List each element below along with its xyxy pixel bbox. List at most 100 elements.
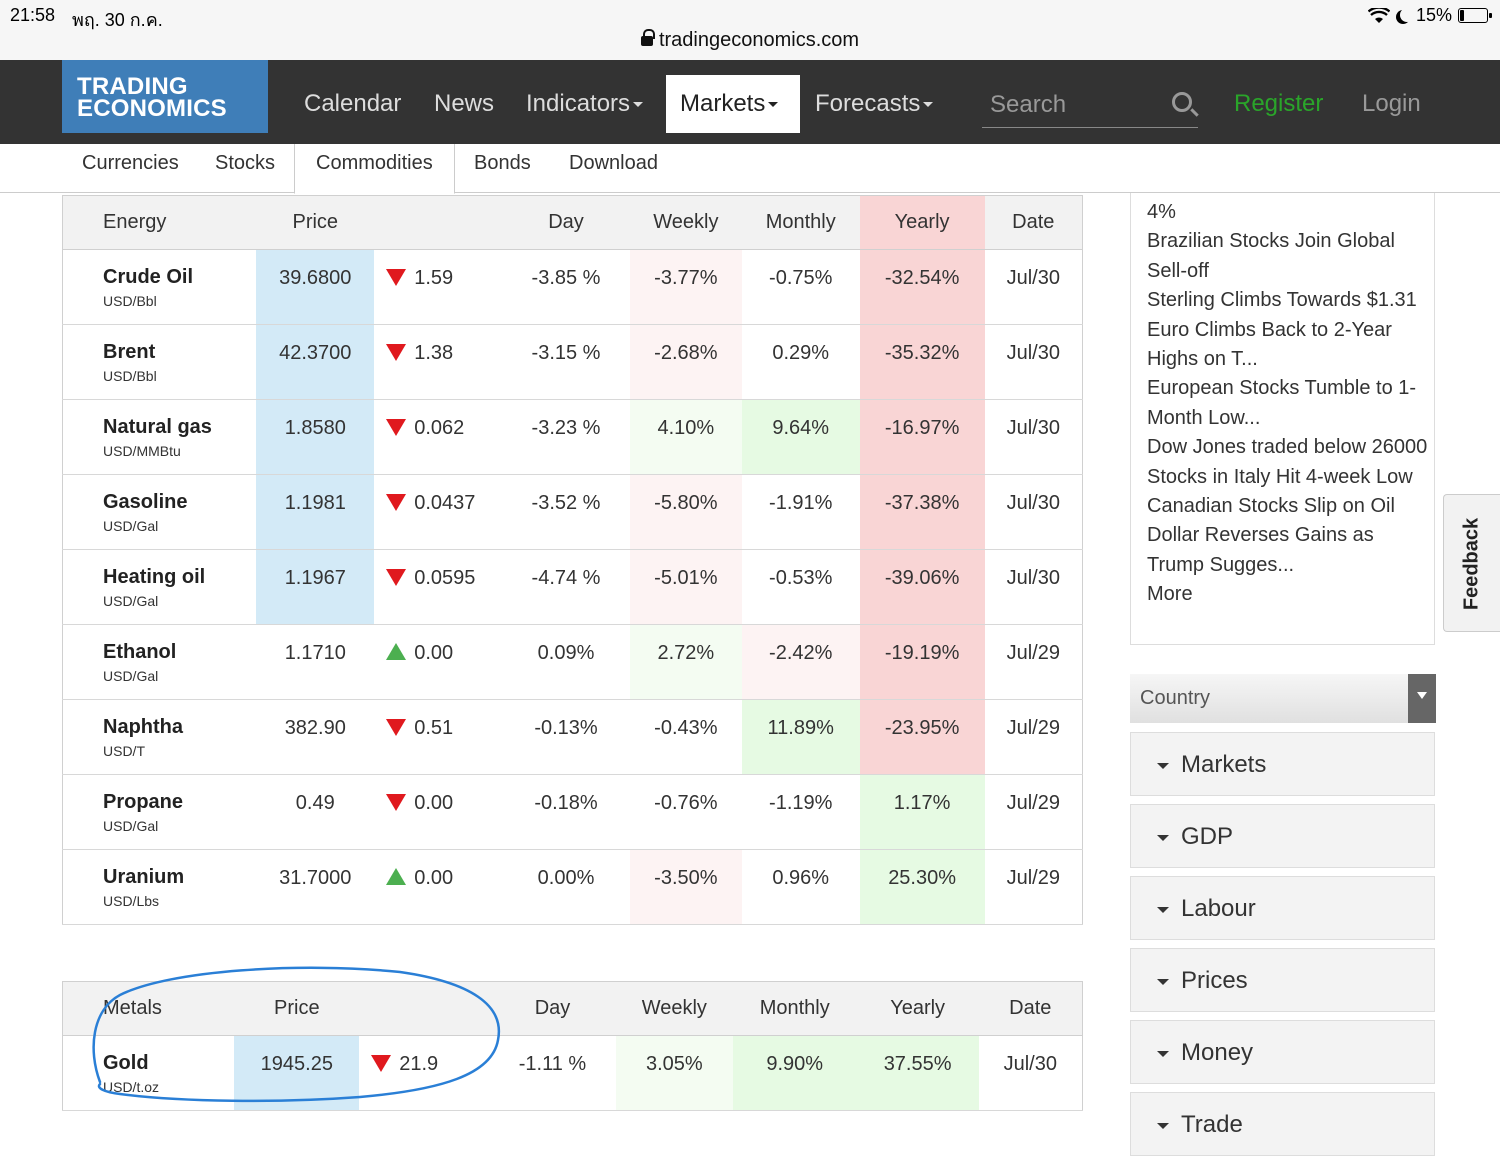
weekly-change-cell: 4.10% <box>629 399 742 475</box>
nav-forecasts[interactable]: Forecasts <box>815 90 934 118</box>
tab-stocks[interactable]: Stocks <box>215 152 276 174</box>
commodity-name[interactable]: Natural gas <box>103 416 212 438</box>
column-header: Metals <box>62 981 235 1036</box>
column-header: Weekly <box>615 981 733 1036</box>
weekly-change-cell: -3.77% <box>629 249 742 325</box>
news-link[interactable]: Euro Climbs Back to 2-Year Highs on T... <box>1147 318 1392 371</box>
address-bar[interactable]: tradingeconomics.com <box>0 29 1500 52</box>
date-cell: Jul/30 <box>984 399 1083 475</box>
nav-forecasts-label: Forecasts <box>815 90 921 117</box>
sidebar-section-labour[interactable]: Labour <box>1130 876 1435 940</box>
yearly-change-cell: 37.55% <box>856 1035 979 1111</box>
weekly-change-cell: -3.50% <box>629 849 742 925</box>
change-cell: 0.062 <box>374 399 503 475</box>
column-header: Monthly <box>732 981 857 1036</box>
yearly-change-cell: -19.19% <box>859 624 985 700</box>
sidebar-section-markets[interactable]: Markets <box>1130 732 1435 796</box>
register-link[interactable]: Register <box>1234 90 1324 117</box>
commodity-name[interactable]: Gasoline <box>103 491 188 513</box>
commodity-name[interactable]: Propane <box>103 791 184 813</box>
change-value: 21.9 <box>399 1053 439 1075</box>
day-change-cell: 0.00% <box>502 849 630 925</box>
commodity-unit: USD/T <box>103 743 145 759</box>
commodity-name-cell: Heating oil USD/Gal <box>62 549 257 625</box>
table-row[interactable]: Brent USD/Bbl 42.3700 1.38 -3.15 % -2.68% 0.29… <box>62 324 1083 400</box>
news-link[interactable]: Stocks in Italy Hit 4-week Low <box>1147 465 1413 488</box>
yearly-change-cell: -37.38% <box>859 474 985 550</box>
sidebar-section-prices[interactable]: Prices <box>1130 948 1435 1012</box>
day-change-cell: -1.11 % <box>489 1035 616 1111</box>
change-cell: 0.00 <box>374 849 503 925</box>
nav-indicators[interactable]: Indicators <box>526 90 644 118</box>
nav-calendar[interactable]: Calendar <box>304 90 402 117</box>
sidebar-section-gdp[interactable]: GDP <box>1130 804 1435 868</box>
table-row[interactable]: Natural gas USD/MMBtu 1.8580 0.062 -3.23 % 4.… <box>62 399 1083 475</box>
triangle-down-icon <box>386 794 407 811</box>
table-row[interactable]: Heating oil USD/Gal 1.1967 0.0595 -4.74 % -5.… <box>62 549 1083 625</box>
tab-bonds[interactable]: Bonds <box>474 152 531 174</box>
trading-economics-logo[interactable]: TRADING ECONOMICS <box>62 60 268 133</box>
table-row[interactable]: Naphtha USD/T 382.90 0.51 -0.13% -0.43% 11.89%… <box>62 699 1083 775</box>
commodity-name-cell: Crude Oil USD/Bbl <box>62 249 257 325</box>
news-link[interactable]: Brazilian Stocks Join Global Sell-off <box>1147 230 1395 282</box>
commodity-unit: USD/Gal <box>103 518 159 534</box>
table-row[interactable]: Ethanol USD/Gal 1.1710 0.00 0.09% 2.72% -2.42%… <box>62 624 1083 700</box>
login-link[interactable]: Login <box>1362 90 1421 117</box>
commodity-name[interactable]: Crude Oil <box>103 266 194 288</box>
news-link[interactable]: Dow Jones traded below 26000 <box>1147 436 1428 459</box>
news-more-link[interactable]: More <box>1147 583 1193 606</box>
nav-news[interactable]: News <box>434 90 495 117</box>
tab-commodities[interactable]: Commodities <box>316 152 433 174</box>
dropdown-arrow-icon[interactable] <box>1408 674 1436 723</box>
table-row[interactable]: Uranium USD/Lbs 31.7000 0.00 0.00% -3.50% 0.96… <box>62 849 1083 925</box>
change-value: 0.00 <box>414 642 454 664</box>
news-link[interactable]: Sterling Climbs Towards $1.31 <box>1147 289 1417 312</box>
sidebar-section-label: GDP <box>1181 823 1234 850</box>
commodity-name[interactable]: Ethanol <box>103 641 177 663</box>
country-dropdown[interactable]: Country <box>1130 674 1436 723</box>
date-cell: Jul/29 <box>984 624 1083 700</box>
tab-currencies[interactable]: Currencies <box>82 152 179 174</box>
commodity-name[interactable]: Uranium <box>103 866 185 888</box>
yearly-change-cell: -23.95% <box>859 699 985 775</box>
monthly-change-cell: -2.42% <box>741 624 860 700</box>
news-link[interactable]: Canadian Stocks Slip on Oil <box>1147 495 1395 518</box>
commodity-name[interactable]: Naphtha <box>103 716 183 738</box>
change-cell: 0.0595 <box>374 549 503 625</box>
commodity-name[interactable]: Heating oil <box>103 566 206 588</box>
news-link[interactable]: Dollar Reverses Gains as Trump Sugges... <box>1147 524 1374 576</box>
tab-download[interactable]: Download <box>569 152 658 174</box>
caret-down-icon <box>633 102 644 107</box>
date-cell: Jul/29 <box>984 774 1083 850</box>
day-change-cell: -0.13% <box>502 699 630 775</box>
feedback-tab[interactable]: Feedback <box>1443 494 1500 632</box>
day-change-cell: -3.23 % <box>502 399 630 475</box>
monthly-change-cell: 0.96% <box>741 849 860 925</box>
sidebar-section-trade[interactable]: Trade <box>1130 1092 1435 1156</box>
search-input[interactable] <box>990 88 1160 122</box>
sidebar-section-label: Money <box>1181 1039 1254 1066</box>
triangle-down-icon <box>386 344 407 361</box>
news-panel: 4% Brazilian Stocks Join Global Sell-off S… <box>1130 193 1435 645</box>
table-row[interactable]: Crude Oil USD/Bbl 39.6800 1.59 -3.85 % -3.77%… <box>62 249 1083 325</box>
yearly-change-cell: -16.97% <box>859 399 985 475</box>
sidebar-section-money[interactable]: Money <box>1130 1020 1435 1084</box>
table-row[interactable]: Propane USD/Gal 0.49 0.00 -0.18% -0.76% -1.19%… <box>62 774 1083 850</box>
nav-markets[interactable]: Markets <box>666 75 800 133</box>
news-link[interactable]: 4% <box>1147 201 1176 223</box>
change-cell: 0.0437 <box>374 474 503 550</box>
triangle-down-icon <box>386 719 407 736</box>
table-row[interactable]: Gasoline USD/Gal 1.1981 0.0437 -3.52 % -5.80%… <box>62 474 1083 550</box>
search-icon[interactable] <box>1172 92 1192 112</box>
commodity-name[interactable]: Gold <box>103 1052 149 1074</box>
news-link[interactable]: European Stocks Tumble to 1-Month Low... <box>1147 377 1417 429</box>
commodity-unit: USD/Gal <box>103 593 159 609</box>
weekly-change-cell: -0.76% <box>629 774 742 850</box>
weekly-change-cell: -2.68% <box>629 324 742 400</box>
commodity-name[interactable]: Brent <box>103 341 156 363</box>
caret-down-icon <box>923 102 934 107</box>
table-row[interactable]: Gold USD/t.oz 1945.25 21.9 -1.11 % 3.05% 9.90%… <box>62 1035 1083 1111</box>
column-header <box>374 195 503 250</box>
weekly-change-cell: -0.43% <box>629 699 742 775</box>
caret-down-icon <box>1157 835 1169 841</box>
